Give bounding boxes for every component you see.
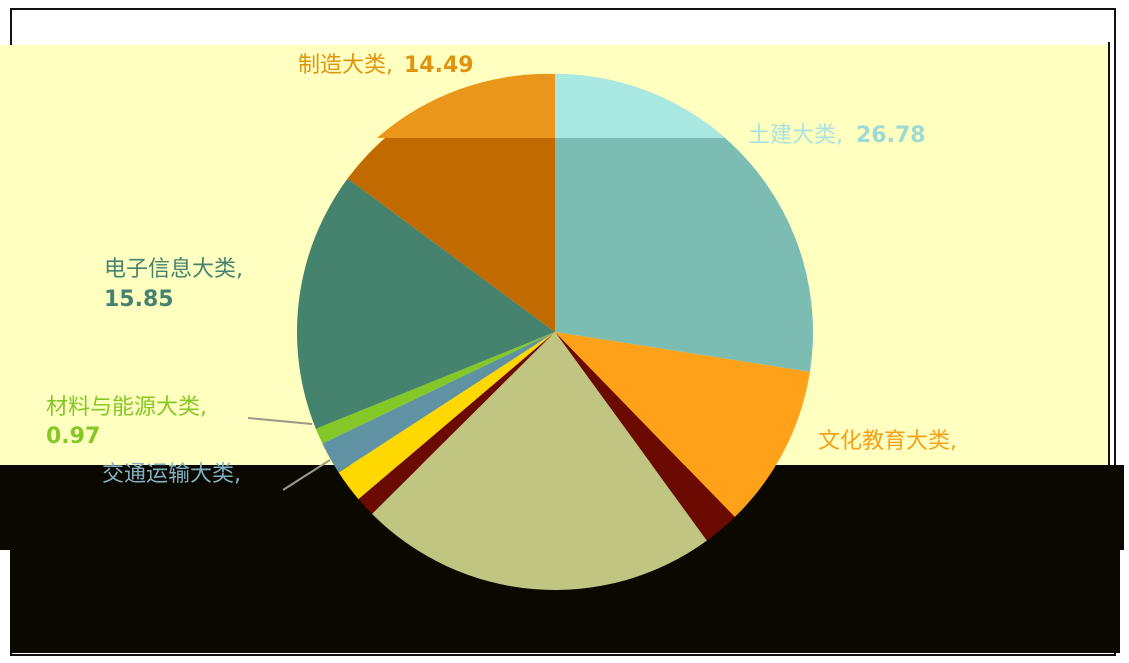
label-zhizao: 制造大类, 14.49 — [298, 53, 474, 78]
pie-slice-highlight-2 — [377, 73, 555, 138]
pie-slice-7 — [315, 332, 555, 444]
label-tujian-name: 土建大类, — [748, 123, 843, 148]
pie-slice-8 — [297, 178, 555, 429]
label-tujian: 土建大类, 26.78 — [748, 123, 926, 148]
pie-slice-9 — [347, 74, 555, 332]
leader-lines — [247, 417, 331, 491]
label-jiaotong-name: 交通运输大类, — [102, 462, 241, 487]
label-dianzi-value: 15.85 — [104, 287, 174, 312]
label-wenhua-name: 文化教育大类, — [818, 429, 957, 454]
label-cailiao-name: 材料与能源大类, — [46, 395, 207, 420]
leader-line-1 — [282, 459, 331, 491]
pie-slice-0 — [555, 74, 813, 372]
pie-slice-5 — [338, 332, 555, 500]
pie-slice-1 — [555, 332, 810, 518]
label-zhizao-name: 制造大类, — [298, 53, 393, 78]
pie-slices — [297, 73, 813, 590]
pie-slice-2 — [555, 332, 735, 541]
pie-slice-highlight — [555, 74, 725, 138]
right-border — [1108, 42, 1110, 542]
label-cailiao-value: 0.97 — [46, 424, 100, 449]
label-dianzi-name: 电子信息大类, — [104, 257, 243, 282]
pie-slice-3 — [371, 332, 707, 590]
label-zhizao-value: 14.49 — [404, 53, 474, 78]
pie-slice-4 — [358, 332, 555, 514]
pie-slice-6 — [322, 332, 555, 473]
label-tujian-value: 26.78 — [856, 123, 926, 148]
leader-line-0 — [247, 417, 313, 425]
